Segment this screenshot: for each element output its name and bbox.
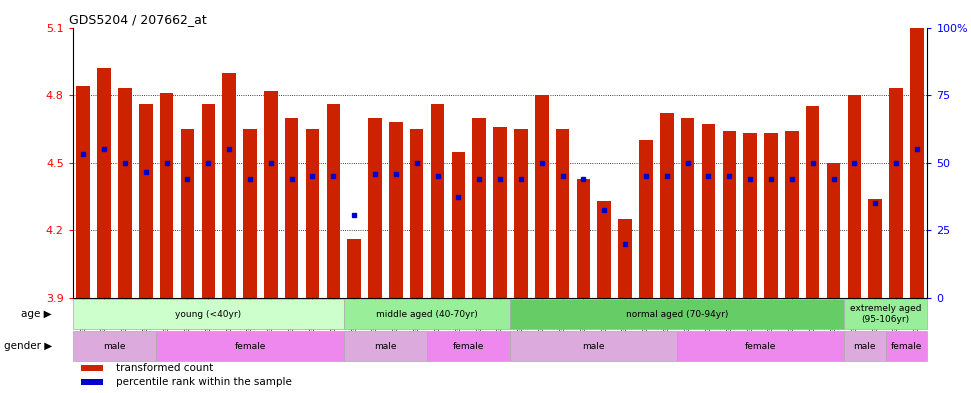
Text: normal aged (70-94yr): normal aged (70-94yr)	[626, 310, 728, 319]
Bar	[619, 219, 632, 298]
Bar	[160, 93, 174, 298]
Bar	[77, 86, 90, 298]
Bar	[806, 107, 820, 298]
Bar	[511, 331, 677, 362]
Bar	[744, 134, 757, 298]
Bar	[786, 131, 798, 298]
Bar	[181, 129, 194, 298]
Bar	[326, 104, 340, 298]
Bar	[493, 127, 507, 298]
Text: extremely aged
(95-106yr): extremely aged (95-106yr)	[850, 304, 921, 324]
Bar	[344, 299, 511, 329]
Bar	[73, 299, 344, 329]
Bar	[73, 331, 156, 362]
Bar	[156, 331, 344, 362]
Bar	[660, 113, 674, 298]
Text: female: female	[453, 342, 485, 351]
Text: female: female	[234, 342, 266, 351]
Bar	[82, 379, 103, 385]
Bar	[511, 299, 844, 329]
Bar	[910, 28, 923, 298]
Bar	[285, 118, 298, 298]
Bar	[202, 104, 215, 298]
Text: female: female	[745, 342, 776, 351]
Bar	[848, 95, 861, 298]
Bar	[427, 331, 511, 362]
Bar	[844, 299, 927, 329]
Bar	[118, 88, 132, 298]
Bar	[844, 331, 886, 362]
Bar	[431, 104, 445, 298]
Bar	[597, 201, 611, 298]
Bar	[514, 129, 527, 298]
Bar	[889, 88, 903, 298]
Bar	[722, 131, 736, 298]
Bar	[577, 178, 590, 298]
Text: percentile rank within the sample: percentile rank within the sample	[116, 377, 291, 387]
Bar	[139, 104, 152, 298]
Text: gender ▶: gender ▶	[4, 341, 52, 351]
Bar	[764, 134, 778, 298]
Bar	[826, 163, 840, 298]
Text: transformed count: transformed count	[116, 363, 213, 373]
Bar	[348, 239, 361, 298]
Bar	[702, 125, 716, 298]
Bar	[555, 129, 569, 298]
Text: young (<40yr): young (<40yr)	[175, 310, 242, 319]
Text: age ▶: age ▶	[21, 309, 52, 319]
Bar	[868, 199, 882, 298]
Bar	[97, 68, 111, 298]
Text: middle aged (40-70yr): middle aged (40-70yr)	[376, 310, 478, 319]
Bar	[886, 331, 927, 362]
Text: female: female	[890, 342, 922, 351]
Bar	[222, 73, 236, 298]
Bar	[243, 129, 256, 298]
Bar	[264, 91, 278, 298]
Bar	[344, 331, 427, 362]
Text: male: male	[374, 342, 397, 351]
Bar	[535, 95, 549, 298]
Bar	[473, 118, 486, 298]
Bar	[452, 152, 465, 298]
Bar	[82, 365, 103, 371]
Bar	[306, 129, 319, 298]
Bar	[681, 118, 694, 298]
Bar	[639, 140, 653, 298]
Bar	[389, 122, 403, 298]
Bar	[368, 118, 382, 298]
Text: GDS5204 / 207662_at: GDS5204 / 207662_at	[69, 13, 206, 26]
Text: male: male	[103, 342, 126, 351]
Bar	[410, 129, 423, 298]
Text: male: male	[854, 342, 876, 351]
Text: male: male	[583, 342, 605, 351]
Bar	[677, 331, 844, 362]
